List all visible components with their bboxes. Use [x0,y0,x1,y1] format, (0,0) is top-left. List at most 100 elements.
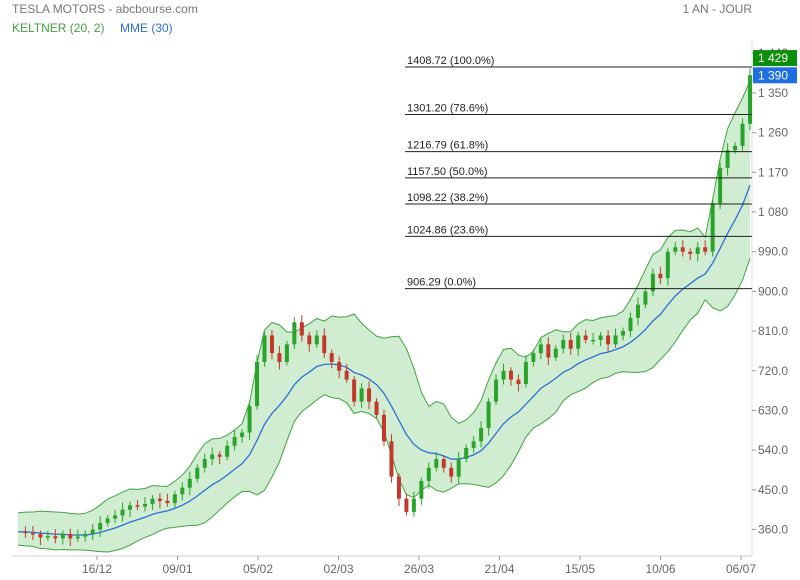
candle-body [180,487,185,495]
candle-body [344,370,349,380]
candle-body [621,331,626,336]
x-tick-label: 21/04 [484,562,514,576]
candle-body [561,339,566,349]
candle-body [635,304,640,318]
candle-body [367,388,372,402]
candle-body [382,414,386,442]
candle-body [83,533,88,537]
candle-body [157,498,162,501]
candle-body [337,361,342,371]
chart-title: TESLA MOTORS - abcbourse.com [12,2,198,16]
candle-body [583,335,588,340]
candle-body [643,291,648,305]
candle-body [531,353,536,362]
candle-body [105,518,110,523]
candle-body [45,536,50,538]
y-tick-label: 1 170 [758,165,788,179]
y-tick-label: 630.0 [758,403,788,417]
candle-body [546,344,551,358]
candle-body [688,251,693,254]
candle-body [508,370,513,380]
candle-body [404,498,409,512]
candle-body [740,123,745,146]
candle-body [494,379,499,402]
candle-body [419,481,424,499]
candle-body [389,441,394,477]
candle-body [598,335,603,340]
candle-body [650,273,655,292]
fib-label: 1216.79 (61.8%) [407,140,488,152]
candle-body [150,498,155,504]
candle-body [38,533,43,538]
candle-body [748,75,752,124]
y-tick-label: 810.0 [758,324,788,338]
candle-body [441,458,446,468]
candle-body [359,388,364,402]
y-tick-label: 990.0 [758,245,788,259]
fib-label: 906.29 (0.0%) [407,277,476,289]
candle-body [553,348,558,358]
y-tick-label: 720.0 [758,364,788,378]
fib-label: 1157.50 (50.0%) [407,166,488,178]
fib-label: 1408.72 (100.0%) [407,55,494,67]
candle-body [172,494,177,504]
candle-body [75,536,80,539]
candle-body [135,505,140,507]
fib-label: 1098.22 (38.2%) [407,192,488,204]
fib-label: 1024.86 (23.6%) [407,224,488,236]
candle-body [113,515,118,519]
candle-body [314,335,319,345]
y-tick-label: 900.0 [758,284,788,298]
candle-body [322,335,327,354]
candle-body [538,344,543,354]
candle-body [695,247,700,254]
price-badge-label: 1 390 [758,68,788,82]
candle-body [23,531,28,534]
candle-body [456,458,461,477]
candle-body [53,536,58,539]
candle-body [628,317,633,332]
candle-body [710,203,715,252]
candle-body [733,145,738,151]
x-tick-label: 15/05 [565,562,595,576]
candle-body [68,533,73,539]
candle-body [187,478,192,488]
candle-body [240,432,245,437]
candle-body [60,533,65,539]
fib-label: 1301.20 (78.6%) [407,102,488,114]
x-tick-label: 09/01 [162,562,192,576]
legend-ema: MME (30) [120,21,173,35]
ema-line [17,184,751,536]
candle-body [225,445,230,457]
candle-body [247,406,252,433]
candle-body [269,335,274,354]
candle-body [673,247,678,252]
y-tick-label: 1 080 [758,205,788,219]
candle-body [195,467,200,479]
candle-body [374,401,379,415]
candle-body [217,454,222,457]
candle-body [703,247,708,252]
period-label[interactable]: 1 AN - JOUR [682,2,752,16]
candle-body [352,379,357,402]
candle-body [232,436,237,446]
x-tick-label: 26/03 [404,562,434,576]
candle-body [680,247,685,252]
x-tick-label: 16/12 [82,562,112,576]
candle-body [262,335,267,362]
candle-body [426,467,431,482]
y-tick-label: 1 260 [758,126,788,140]
candle-body [591,339,596,342]
candle-body [658,273,663,279]
candle-body [613,335,618,345]
candle-body [142,503,147,507]
y-tick-label: 1 350 [758,86,788,100]
y-tick-label: 450.0 [758,483,788,497]
candle-body [210,454,215,459]
candle-body [486,401,491,429]
candle-body [307,335,312,345]
candle-body [277,353,282,362]
candle-body [411,498,416,512]
candle-body [98,522,103,530]
candle-body [299,322,304,336]
